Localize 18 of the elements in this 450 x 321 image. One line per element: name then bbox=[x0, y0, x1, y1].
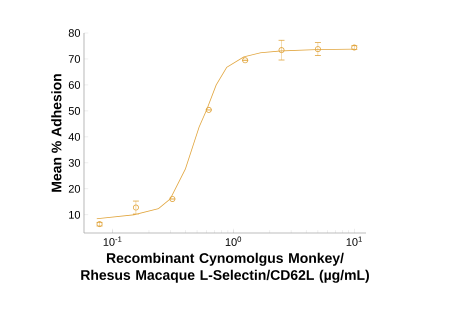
y-tick-label: 40 bbox=[68, 133, 80, 141]
x-tick-label: 10$^{-1}$ bbox=[104, 236, 122, 246]
point bbox=[242, 57, 248, 64]
y-tick-label: 50 bbox=[68, 107, 80, 115]
x-tick-label: 10$^{0}$ bbox=[226, 236, 242, 246]
y-tick-label: 10 bbox=[69, 210, 80, 219]
y-tick-label: 80 bbox=[68, 29, 80, 37]
point bbox=[314, 46, 321, 52]
x-axis-title: Recombinant Cynomolgus Monkey/ Rhesus Macaque L-Selectin/CD62L (µg/mL) bbox=[81, 252, 369, 283]
point bbox=[206, 106, 212, 113]
y-tick-label: 30 bbox=[68, 159, 80, 167]
y-tick-label: 60 bbox=[68, 81, 80, 89]
point bbox=[132, 204, 139, 211]
y-axis-title: Mean % Adhesion bbox=[51, 74, 62, 192]
y-tick-label: 20 bbox=[68, 184, 80, 193]
x-tick-label: 10$^{1}$ bbox=[346, 236, 362, 246]
point bbox=[169, 196, 176, 202]
y-tick-label: 70 bbox=[68, 55, 80, 63]
